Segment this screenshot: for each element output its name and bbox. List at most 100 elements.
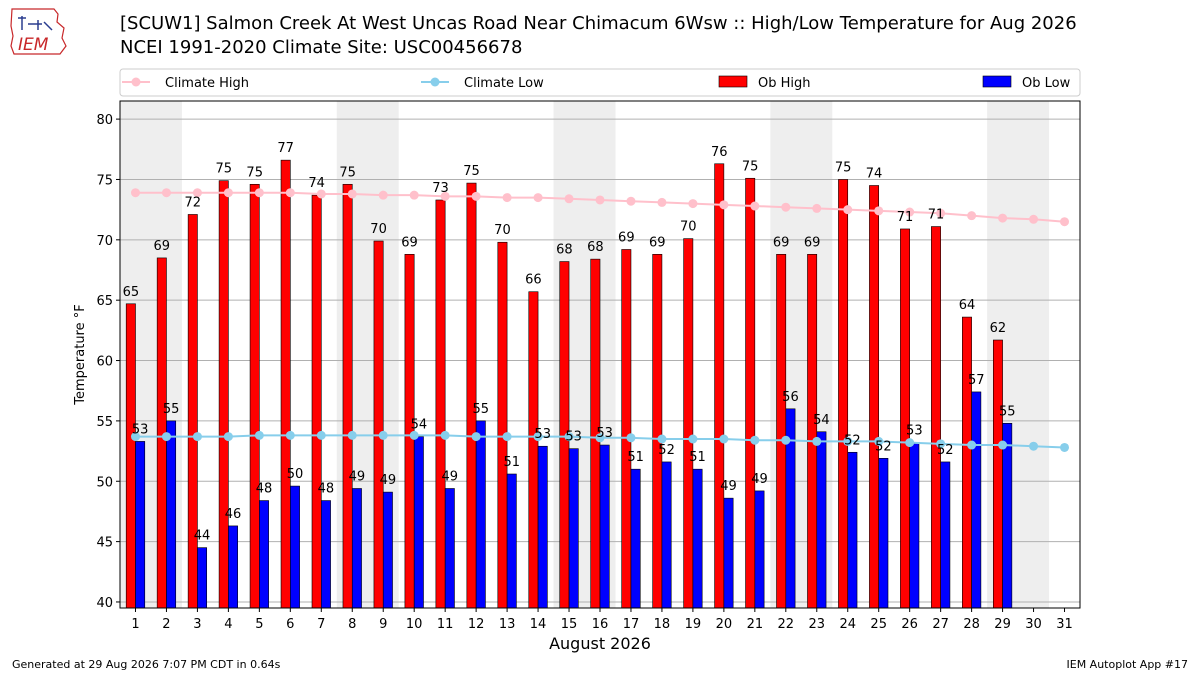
ob-high-bar	[280, 159, 291, 609]
x-tick-label: 21	[747, 617, 764, 632]
ob-low-label: 53	[534, 427, 551, 442]
ob-low-bar	[197, 547, 208, 609]
ob-low-label: 55	[163, 402, 180, 417]
ob-high-label: 65	[123, 285, 140, 300]
climate-low-point	[1060, 442, 1070, 452]
ob-high-label: 62	[990, 321, 1007, 336]
climate-low-point	[595, 433, 605, 443]
ob-low-bar	[166, 420, 177, 609]
climate-low-legend-label: Climate Low	[464, 76, 544, 91]
ob-low-label: 49	[751, 472, 768, 487]
ob-high-label: 75	[742, 159, 759, 174]
climate-low-point	[967, 440, 977, 450]
ob-high-label: 70	[370, 222, 387, 237]
climate-high-point	[223, 188, 233, 198]
climate-high-point	[564, 194, 574, 204]
ob-high-bar	[652, 254, 663, 609]
climate-high-point	[502, 193, 512, 203]
climate-high-point	[719, 200, 729, 210]
climate-low-legend-marker	[430, 77, 440, 87]
ob-high-bar	[218, 180, 229, 609]
ob-low-bar	[537, 445, 548, 609]
y-tick-label: 45	[96, 536, 113, 551]
climate-high-legend-marker	[131, 77, 141, 87]
climate-low-point	[316, 430, 326, 440]
ob-high-label: 71	[897, 210, 914, 225]
ob-high-label: 72	[185, 195, 202, 210]
app-credit: IEM Autoplot App #17	[1066, 658, 1189, 671]
ob-low-label: 48	[318, 482, 335, 497]
y-tick-label: 65	[96, 294, 113, 309]
ob-low-bar	[816, 431, 827, 609]
climate-high-point	[316, 189, 326, 199]
ob-low-label: 51	[689, 450, 706, 465]
ob-low-bar	[135, 441, 146, 609]
iem-logo: IEM	[10, 8, 67, 55]
ob-low-bar	[228, 525, 238, 609]
ob-high-label: 71	[928, 208, 945, 223]
climate-low-point	[409, 430, 419, 440]
climate-high-point	[936, 208, 946, 218]
ob-low-label: 48	[256, 482, 273, 497]
ob-high-bar	[435, 199, 446, 609]
climate-low-point	[1029, 441, 1039, 451]
climate-low-point	[130, 432, 140, 442]
climate-low-point	[502, 432, 512, 442]
ob-low-label: 55	[473, 402, 490, 417]
ob-high-label: 70	[494, 223, 511, 238]
ob-high-legend-label: Ob High	[758, 76, 811, 91]
ob-high-label: 74	[308, 176, 325, 191]
climate-low-point	[936, 439, 946, 449]
x-tick-label: 18	[654, 617, 671, 632]
ob-low-label: 52	[875, 439, 892, 454]
ob-low-label: 49	[380, 473, 397, 488]
ob-high-bar	[962, 316, 972, 609]
ob-low-bar	[413, 436, 424, 609]
ob-high-bar	[683, 238, 694, 609]
x-tick-label: 16	[592, 617, 609, 632]
x-tick-label: 6	[286, 617, 294, 632]
climate-low-point	[471, 432, 481, 442]
legend: Climate High Climate Low Ob High Ob Low	[119, 68, 1081, 97]
climate-low-point	[378, 430, 388, 440]
x-tick-label: 10	[406, 617, 423, 632]
ob-high-label: 75	[463, 164, 480, 179]
climate-high-point	[440, 191, 450, 201]
climate-low-point	[254, 430, 264, 440]
ob-low-bar	[599, 444, 610, 609]
y-axis-label: Temperature °F	[73, 304, 88, 405]
climate-high-point	[967, 211, 977, 221]
x-tick-label: 19	[685, 617, 702, 632]
legend-box	[119, 68, 1081, 97]
climate-high-point	[998, 213, 1008, 223]
ob-low-bar	[692, 468, 703, 609]
climate-low-point	[223, 432, 233, 442]
climate-low-point	[750, 435, 760, 445]
ob-low-bar	[259, 500, 269, 609]
ob-high-bar	[342, 183, 353, 609]
ob-low-bar	[630, 468, 641, 609]
x-tick-label: 12	[468, 617, 485, 632]
ob-high-label: 69	[618, 230, 635, 245]
ob-low-legend-label: Ob Low	[1022, 76, 1071, 91]
ob-low-label: 49	[720, 479, 737, 494]
x-tick-label: 13	[499, 617, 516, 632]
ob-low-label: 53	[596, 426, 613, 441]
ob-low-bar	[506, 473, 517, 609]
climate-high-point	[192, 188, 202, 198]
ob-high-bar	[528, 291, 539, 609]
climate-high-point	[1029, 214, 1039, 224]
x-tick-label: 11	[437, 617, 454, 632]
ob-high-bar	[497, 241, 508, 609]
climate-high-point	[285, 188, 295, 198]
x-tick-label: 24	[839, 617, 856, 632]
x-tick-label: 25	[870, 617, 887, 632]
y-tick-label: 80	[96, 113, 113, 128]
ob-low-bar	[909, 442, 920, 609]
ob-low-legend-swatch	[982, 75, 1012, 88]
ob-high-bar	[714, 163, 725, 609]
x-tick-label: 15	[561, 617, 578, 632]
x-tick-label: 30	[1025, 617, 1042, 632]
x-tick-label: 29	[994, 617, 1011, 632]
